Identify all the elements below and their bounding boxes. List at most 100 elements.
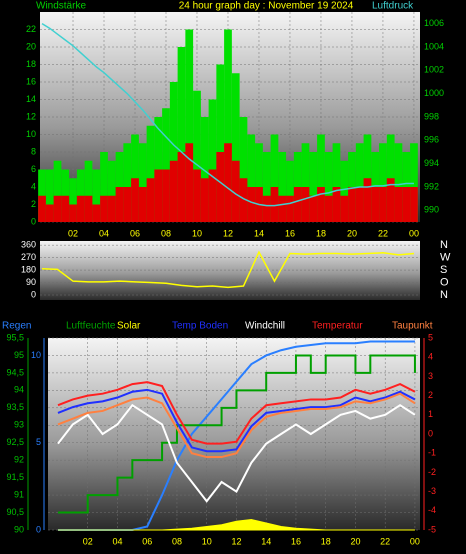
bar (355, 187, 364, 222)
y2-tick-label: 2 (428, 390, 433, 400)
bar (309, 195, 318, 222)
y2-tick-label: S (440, 264, 447, 276)
y-tick-label: 22 (26, 24, 36, 34)
line (57, 388, 416, 453)
bar (247, 134, 256, 222)
y-tick-label: 91,5 (6, 472, 24, 482)
bar (92, 169, 101, 222)
legend-label: Taupunkt (392, 321, 433, 332)
x-tick-label: 06 (142, 536, 152, 546)
x-tick-label: 16 (285, 228, 295, 238)
x-tick-label: 16 (291, 536, 301, 546)
x-tick-label: 02 (83, 536, 93, 546)
bar (138, 187, 147, 222)
y2-tick-label: -5 (428, 524, 436, 534)
bar (340, 195, 349, 222)
bar (231, 160, 240, 222)
y2-tick-label: O (440, 276, 449, 288)
bar (100, 152, 108, 222)
x-tick-label: 12 (231, 536, 241, 546)
bar (216, 64, 225, 222)
bar (216, 152, 225, 222)
bar (107, 160, 116, 222)
bar (324, 152, 333, 222)
y-tick-label: 270 (21, 252, 36, 262)
y-tick-label: 91 (14, 489, 24, 499)
line (57, 381, 416, 445)
bar (193, 90, 201, 222)
y-tick-label: 94 (14, 385, 24, 395)
bar (355, 143, 364, 222)
y2-tick-label: -2 (428, 467, 436, 477)
y-tick-label: 16 (26, 76, 36, 86)
y2-tick-label: 1006 (424, 18, 444, 28)
bar (293, 187, 302, 222)
y-tick-label: 95 (14, 350, 24, 360)
bar (200, 178, 209, 222)
x-tick-label: 04 (112, 536, 122, 546)
bar (301, 143, 310, 222)
x-tick-label: 14 (254, 228, 264, 238)
x-tick-label: 20 (350, 536, 360, 546)
y-tick-label: 20 (26, 41, 36, 51)
bar (386, 178, 395, 222)
bar (270, 187, 279, 222)
y-axis-label: Windstärke (36, 1, 86, 12)
bar (123, 143, 132, 222)
bar (224, 29, 232, 222)
x-tick-label: 00 (410, 536, 420, 546)
line (57, 392, 416, 459)
y2-tick-label: 1000 (424, 88, 444, 98)
panel-direction (40, 241, 420, 300)
bar (371, 187, 380, 222)
y2-tick-label: -1 (428, 448, 436, 458)
bar (239, 178, 248, 222)
bar (317, 187, 325, 222)
y-tick-label: 12 (26, 111, 36, 121)
bar (270, 134, 279, 222)
line (57, 403, 416, 503)
bar (208, 99, 217, 222)
bar (45, 204, 54, 222)
bar (100, 195, 108, 222)
bar (131, 178, 139, 222)
bar (410, 143, 418, 222)
area (57, 519, 415, 531)
y-tick-label: 95,5 (6, 332, 24, 342)
bar (278, 195, 287, 222)
x-tick-label: 02 (68, 228, 78, 238)
bar (247, 187, 256, 222)
bar (177, 47, 186, 222)
bar (53, 195, 62, 222)
bar (177, 152, 186, 222)
bar (402, 187, 411, 222)
y2-tick-label: 990 (424, 205, 439, 215)
y-tick-label: 6 (31, 164, 36, 174)
y-tick-label: 90 (26, 277, 36, 287)
bar (138, 143, 147, 222)
y-tick-label: 360 (21, 240, 36, 250)
bar (348, 187, 356, 222)
y-tick-label: 180 (21, 264, 36, 274)
x-tick-label: 14 (261, 536, 271, 546)
bar (193, 169, 201, 222)
legend-label: Regen (2, 321, 31, 332)
line (41, 250, 415, 289)
y2-tick-label: -4 (428, 505, 436, 515)
y2-tick-label: 998 (424, 111, 439, 121)
y-tick-label: 4 (31, 181, 36, 191)
y-tick-label: 93,5 (6, 402, 24, 412)
chart-title: 24 hour graph day : November 19 2024 (179, 1, 354, 12)
bar (61, 195, 70, 222)
y2-tick-label: 0 (428, 428, 433, 438)
bar (224, 143, 232, 222)
x-tick-label: 22 (380, 536, 390, 546)
bar (69, 204, 77, 222)
bar (169, 82, 178, 222)
x-tick-label: 22 (378, 228, 388, 238)
x-tick-label: 18 (321, 536, 331, 546)
legend-label: Solar (117, 321, 141, 332)
bar (324, 195, 333, 222)
bar (162, 108, 170, 222)
